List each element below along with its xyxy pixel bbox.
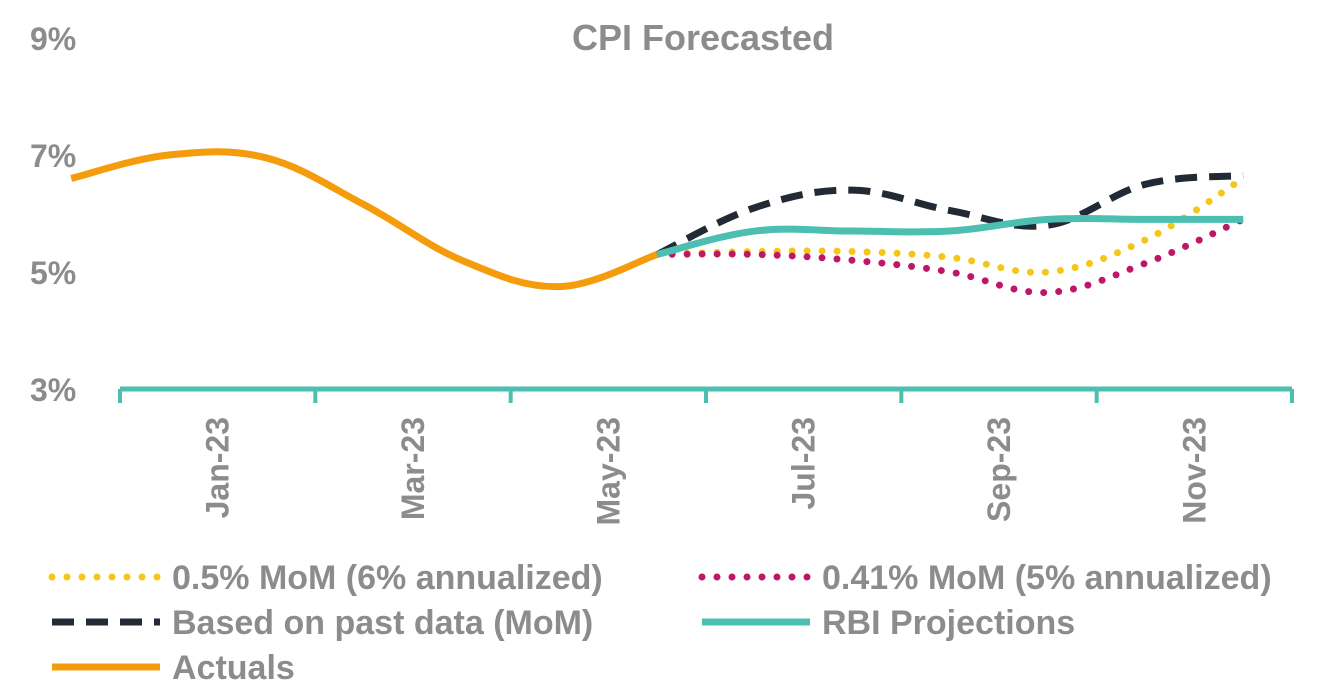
legend-label: Based on past data (MoM) xyxy=(172,604,593,642)
legend-item: RBI Projections xyxy=(702,604,1075,642)
x-tick-label: Sep-23 xyxy=(981,417,1017,522)
y-tick-label: 5% xyxy=(30,255,76,291)
y-axis-labels: 3% 5% 7% 9% xyxy=(30,21,76,408)
series-line-rbi-projections xyxy=(656,214,1244,258)
y-tick-label: 9% xyxy=(30,21,76,57)
x-axis: Jan-23 Mar-23 May-23 Jul-23 Sep-23 Nov-23 xyxy=(118,386,1294,526)
x-tick-label: Nov-23 xyxy=(1176,417,1212,524)
series-line-actuals xyxy=(70,148,659,291)
legend-label: 0.5% MoM (6% annualized) xyxy=(172,559,603,597)
legend-label: 0.41% MoM (5% annualized) xyxy=(822,559,1272,597)
legend-item: 0.41% MoM (5% annualized) xyxy=(698,559,1272,597)
x-tick-label: Jul-23 xyxy=(786,417,822,509)
series-lines xyxy=(70,148,1247,296)
legend-label: Actuals xyxy=(172,649,295,687)
x-tick-label: Mar-23 xyxy=(395,417,431,520)
x-tick-label: May-23 xyxy=(590,417,626,526)
y-tick-label: 3% xyxy=(30,372,76,408)
series-line-0-41-mom-5-annualized xyxy=(653,215,1247,296)
legend: 0.5% MoM (6% annualized) 0.41% MoM (5% an… xyxy=(48,559,1272,687)
series-line-based-on-past-data-mom xyxy=(655,171,1244,258)
chart-title: CPI Forecasted xyxy=(572,17,834,58)
legend-item: Based on past data (MoM) xyxy=(52,604,593,642)
legend-item: 0.5% MoM (6% annualized) xyxy=(48,559,603,597)
y-tick-label: 7% xyxy=(30,138,76,174)
legend-item: Actuals xyxy=(52,649,295,687)
series-line-0-5-mom-6-annualized xyxy=(653,174,1247,276)
x-tick-label: Jan-23 xyxy=(200,417,236,518)
legend-label: RBI Projections xyxy=(822,604,1075,642)
